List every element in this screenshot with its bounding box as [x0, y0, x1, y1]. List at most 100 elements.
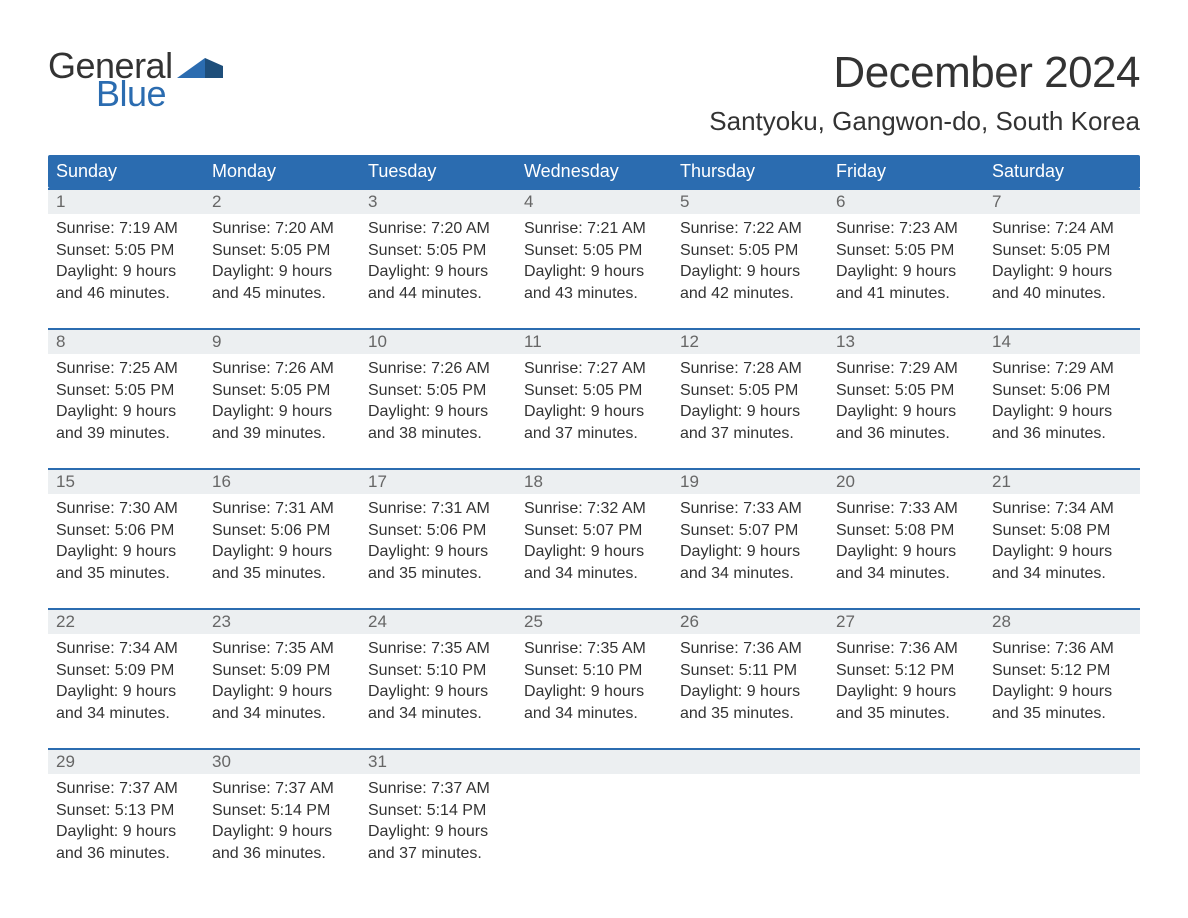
day-body: Sunrise: 7:27 AMSunset: 5:05 PMDaylight:… [516, 354, 672, 444]
day-body: Sunrise: 7:33 AMSunset: 5:08 PMDaylight:… [828, 494, 984, 584]
day-cell: 10Sunrise: 7:26 AMSunset: 5:05 PMDayligh… [360, 330, 516, 454]
sunrise-text: Sunrise: 7:35 AM [212, 638, 352, 660]
sunset-text: Sunset: 5:12 PM [836, 660, 976, 682]
day-cell: 5Sunrise: 7:22 AMSunset: 5:05 PMDaylight… [672, 190, 828, 314]
day-number: 11 [516, 330, 672, 354]
day-number: 19 [672, 470, 828, 494]
daylight-line1: Daylight: 9 hours [212, 401, 352, 423]
daylight-line2: and 40 minutes. [992, 283, 1132, 305]
sunset-text: Sunset: 5:06 PM [992, 380, 1132, 402]
day-number: 17 [360, 470, 516, 494]
day-cell: 27Sunrise: 7:36 AMSunset: 5:12 PMDayligh… [828, 610, 984, 734]
day-body: Sunrise: 7:26 AMSunset: 5:05 PMDaylight:… [204, 354, 360, 444]
day-body: Sunrise: 7:37 AMSunset: 5:13 PMDaylight:… [48, 774, 204, 864]
day-cell: 19Sunrise: 7:33 AMSunset: 5:07 PMDayligh… [672, 470, 828, 594]
calendar: SundayMondayTuesdayWednesdayThursdayFrid… [48, 155, 1140, 874]
daylight-line1: Daylight: 9 hours [368, 681, 508, 703]
daylight-line1: Daylight: 9 hours [680, 541, 820, 563]
day-cell: 24Sunrise: 7:35 AMSunset: 5:10 PMDayligh… [360, 610, 516, 734]
daylight-line1: Daylight: 9 hours [992, 681, 1132, 703]
day-number: 5 [672, 190, 828, 214]
daylight-line2: and 34 minutes. [992, 563, 1132, 585]
sunrise-text: Sunrise: 7:20 AM [368, 218, 508, 240]
daylight-line1: Daylight: 9 hours [992, 401, 1132, 423]
sunset-text: Sunset: 5:14 PM [368, 800, 508, 822]
day-number: 29 [48, 750, 204, 774]
daylight-line1: Daylight: 9 hours [56, 261, 196, 283]
sunrise-text: Sunrise: 7:37 AM [56, 778, 196, 800]
day-number: 15 [48, 470, 204, 494]
day-body: Sunrise: 7:31 AMSunset: 5:06 PMDaylight:… [360, 494, 516, 584]
daylight-line2: and 34 minutes. [212, 703, 352, 725]
day-number: 24 [360, 610, 516, 634]
sunrise-text: Sunrise: 7:32 AM [524, 498, 664, 520]
day-number: 8 [48, 330, 204, 354]
day-header-cell: Friday [828, 155, 984, 188]
sunrise-text: Sunrise: 7:31 AM [212, 498, 352, 520]
sunrise-text: Sunrise: 7:30 AM [56, 498, 196, 520]
daylight-line1: Daylight: 9 hours [836, 261, 976, 283]
daylight-line1: Daylight: 9 hours [368, 541, 508, 563]
day-number: 26 [672, 610, 828, 634]
sunrise-text: Sunrise: 7:37 AM [212, 778, 352, 800]
sunset-text: Sunset: 5:08 PM [836, 520, 976, 542]
daylight-line1: Daylight: 9 hours [212, 541, 352, 563]
day-cell: 9Sunrise: 7:26 AMSunset: 5:05 PMDaylight… [204, 330, 360, 454]
sunset-text: Sunset: 5:08 PM [992, 520, 1132, 542]
daylight-line1: Daylight: 9 hours [992, 541, 1132, 563]
day-number: 25 [516, 610, 672, 634]
daylight-line2: and 38 minutes. [368, 423, 508, 445]
daylight-line1: Daylight: 9 hours [524, 401, 664, 423]
sunrise-text: Sunrise: 7:33 AM [680, 498, 820, 520]
title-block: December 2024 Santyoku, Gangwon-do, Sout… [709, 48, 1140, 137]
day-number: 7 [984, 190, 1140, 214]
daylight-line2: and 37 minutes. [524, 423, 664, 445]
day-cell: 25Sunrise: 7:35 AMSunset: 5:10 PMDayligh… [516, 610, 672, 734]
day-body: Sunrise: 7:30 AMSunset: 5:06 PMDaylight:… [48, 494, 204, 584]
daylight-line1: Daylight: 9 hours [680, 261, 820, 283]
sunrise-text: Sunrise: 7:26 AM [368, 358, 508, 380]
day-cell: 14Sunrise: 7:29 AMSunset: 5:06 PMDayligh… [984, 330, 1140, 454]
day-cell: 15Sunrise: 7:30 AMSunset: 5:06 PMDayligh… [48, 470, 204, 594]
daylight-line1: Daylight: 9 hours [212, 821, 352, 843]
day-number: 13 [828, 330, 984, 354]
daylight-line2: and 43 minutes. [524, 283, 664, 305]
day-body: Sunrise: 7:35 AMSunset: 5:10 PMDaylight:… [516, 634, 672, 724]
day-number: 6 [828, 190, 984, 214]
week-row: 29Sunrise: 7:37 AMSunset: 5:13 PMDayligh… [48, 748, 1140, 874]
day-number: 1 [48, 190, 204, 214]
logo: General Blue [48, 48, 223, 112]
location: Santyoku, Gangwon-do, South Korea [709, 106, 1140, 137]
day-number: 9 [204, 330, 360, 354]
day-number: 28 [984, 610, 1140, 634]
sunrise-text: Sunrise: 7:21 AM [524, 218, 664, 240]
day-cell: 26Sunrise: 7:36 AMSunset: 5:11 PMDayligh… [672, 610, 828, 734]
daylight-line2: and 34 minutes. [524, 703, 664, 725]
daylight-line1: Daylight: 9 hours [524, 261, 664, 283]
daylight-line1: Daylight: 9 hours [212, 681, 352, 703]
day-header-cell: Tuesday [360, 155, 516, 188]
day-body: Sunrise: 7:31 AMSunset: 5:06 PMDaylight:… [204, 494, 360, 584]
sunset-text: Sunset: 5:06 PM [368, 520, 508, 542]
daylight-line1: Daylight: 9 hours [992, 261, 1132, 283]
sunset-text: Sunset: 5:09 PM [56, 660, 196, 682]
sunset-text: Sunset: 5:05 PM [680, 240, 820, 262]
daylight-line2: and 36 minutes. [992, 423, 1132, 445]
day-number: 21 [984, 470, 1140, 494]
day-body: Sunrise: 7:20 AMSunset: 5:05 PMDaylight:… [360, 214, 516, 304]
day-body: Sunrise: 7:28 AMSunset: 5:05 PMDaylight:… [672, 354, 828, 444]
day-number: 22 [48, 610, 204, 634]
daylight-line1: Daylight: 9 hours [56, 821, 196, 843]
week-row: 15Sunrise: 7:30 AMSunset: 5:06 PMDayligh… [48, 468, 1140, 594]
day-body: Sunrise: 7:37 AMSunset: 5:14 PMDaylight:… [360, 774, 516, 864]
sunrise-text: Sunrise: 7:29 AM [836, 358, 976, 380]
day-cell: 31Sunrise: 7:37 AMSunset: 5:14 PMDayligh… [360, 750, 516, 874]
day-body: Sunrise: 7:23 AMSunset: 5:05 PMDaylight:… [828, 214, 984, 304]
daylight-line1: Daylight: 9 hours [368, 821, 508, 843]
day-body: Sunrise: 7:20 AMSunset: 5:05 PMDaylight:… [204, 214, 360, 304]
daylight-line2: and 35 minutes. [212, 563, 352, 585]
sunrise-text: Sunrise: 7:33 AM [836, 498, 976, 520]
day-body: Sunrise: 7:33 AMSunset: 5:07 PMDaylight:… [672, 494, 828, 584]
day-header-cell: Thursday [672, 155, 828, 188]
daylight-line1: Daylight: 9 hours [836, 541, 976, 563]
